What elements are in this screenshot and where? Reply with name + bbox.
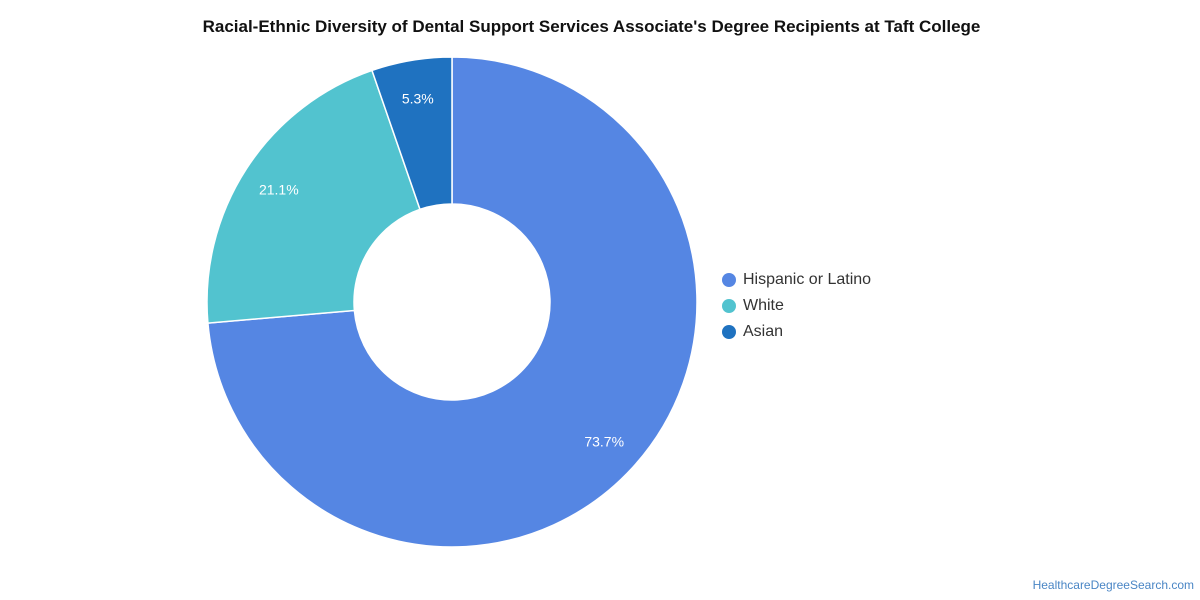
legend-label-asian: Asian [743,323,784,340]
legend-item-hispanic-or-latino[interactable]: Hispanic or Latino [722,267,871,293]
legend-swatch-asian [722,325,736,339]
slice-label-white: 21.1% [259,182,299,198]
legend-label-hispanic-or-latino: Hispanic or Latino [743,271,872,288]
legend-swatch-white [722,299,736,313]
legend-label-white: White [743,297,784,314]
legend-item-asian[interactable]: Asian [722,319,871,345]
legend-item-white[interactable]: White [722,293,871,319]
legend-swatch-hispanic-or-latino [722,273,736,287]
slice-label-asian: 5.3% [402,90,434,106]
source-credit[interactable]: HealthcareDegreeSearch.com [1032,578,1194,592]
legend: Hispanic or Latino White Asian [722,267,871,345]
slice-label-hispanic-or-latino: 73.7% [584,434,624,450]
slice-hispanic-or-latino[interactable] [207,56,698,548]
slice-white[interactable] [206,69,421,324]
chart-title: Racial-Ethnic Diversity of Dental Suppor… [202,17,981,36]
slice-asian[interactable] [371,56,453,211]
